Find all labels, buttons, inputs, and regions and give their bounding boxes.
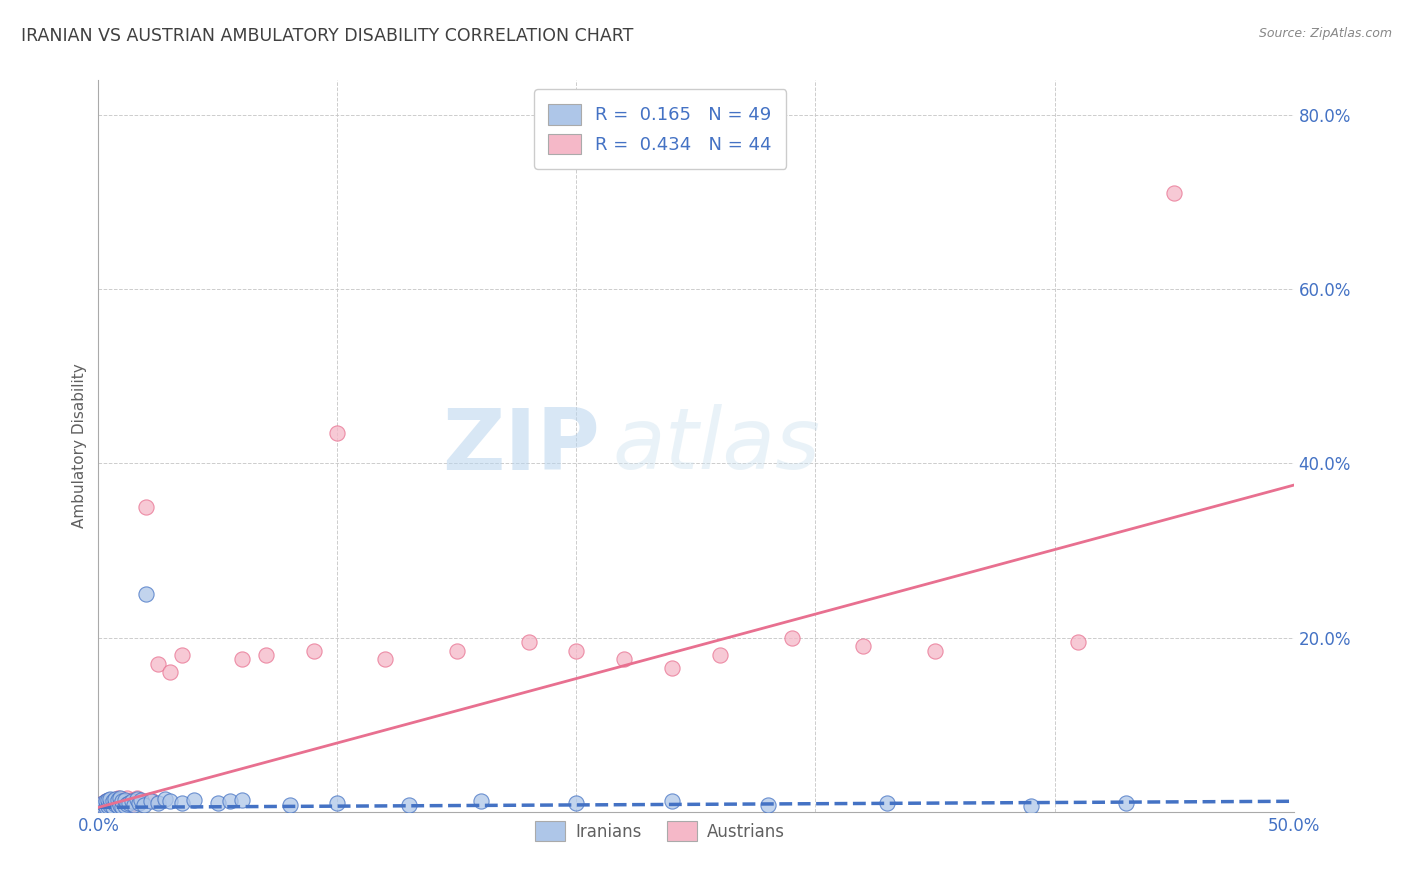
Point xyxy=(111,796,134,810)
Point xyxy=(148,796,170,810)
Point xyxy=(565,796,588,810)
Point xyxy=(108,799,131,814)
Point xyxy=(1163,186,1185,201)
Point xyxy=(374,652,396,666)
Point xyxy=(1019,798,1042,813)
Point xyxy=(135,500,157,514)
Point xyxy=(135,587,157,601)
Point xyxy=(231,792,253,806)
Point xyxy=(1067,635,1090,649)
Point xyxy=(124,797,146,812)
Point xyxy=(118,799,141,814)
Point xyxy=(155,791,177,805)
Point xyxy=(114,797,136,812)
Point xyxy=(118,796,141,810)
Point xyxy=(326,796,349,810)
Point xyxy=(470,794,492,808)
Point xyxy=(114,798,136,813)
Point xyxy=(121,793,143,807)
Point xyxy=(91,799,114,814)
Point xyxy=(661,794,683,808)
Y-axis label: Ambulatory Disability: Ambulatory Disability xyxy=(72,364,87,528)
Point xyxy=(709,648,731,662)
Point xyxy=(111,800,134,814)
Point xyxy=(108,790,131,805)
Point xyxy=(97,798,120,813)
Point xyxy=(183,793,205,807)
Point xyxy=(107,797,129,811)
Point xyxy=(398,797,420,812)
Point xyxy=(90,802,112,816)
Point xyxy=(139,792,162,806)
Point xyxy=(131,792,153,806)
Point xyxy=(104,794,127,808)
Point xyxy=(107,790,129,805)
Point xyxy=(108,797,131,812)
Point xyxy=(114,792,136,806)
Point xyxy=(94,794,117,808)
Point xyxy=(125,790,148,805)
Point xyxy=(446,643,468,657)
Point xyxy=(132,797,155,812)
Point xyxy=(207,796,229,810)
Point xyxy=(94,800,117,814)
Point xyxy=(131,794,153,808)
Text: ZIP: ZIP xyxy=(443,404,600,488)
Point xyxy=(97,798,120,813)
Point xyxy=(159,665,181,680)
Point xyxy=(104,800,127,814)
Point xyxy=(219,794,242,808)
Point xyxy=(231,652,253,666)
Point xyxy=(94,800,117,814)
Point xyxy=(91,799,114,814)
Point xyxy=(98,792,122,806)
Point xyxy=(115,790,138,805)
Point xyxy=(159,794,181,808)
Point xyxy=(302,643,325,657)
Point xyxy=(107,799,129,814)
Point xyxy=(128,796,150,810)
Point xyxy=(780,631,803,645)
Point xyxy=(565,643,588,657)
Point xyxy=(326,425,349,440)
Point xyxy=(125,791,148,805)
Point xyxy=(91,796,114,810)
Point xyxy=(90,802,112,816)
Point xyxy=(876,796,898,810)
Point xyxy=(98,797,122,812)
Point xyxy=(1115,796,1137,810)
Point xyxy=(852,640,875,654)
Point xyxy=(148,657,170,671)
Point xyxy=(924,643,946,657)
Point xyxy=(661,661,683,675)
Point xyxy=(101,794,124,808)
Point xyxy=(115,797,138,811)
Point xyxy=(124,796,146,810)
Point xyxy=(254,648,277,662)
Point xyxy=(121,794,143,808)
Point xyxy=(98,791,122,805)
Point xyxy=(172,648,194,662)
Point xyxy=(104,797,127,811)
Point xyxy=(111,793,134,807)
Point xyxy=(517,635,540,649)
Text: atlas: atlas xyxy=(613,404,820,488)
Point xyxy=(97,792,120,806)
Point xyxy=(278,797,301,812)
Point xyxy=(101,797,124,812)
Text: Source: ZipAtlas.com: Source: ZipAtlas.com xyxy=(1258,27,1392,40)
Text: IRANIAN VS AUSTRIAN AMBULATORY DISABILITY CORRELATION CHART: IRANIAN VS AUSTRIAN AMBULATORY DISABILIT… xyxy=(21,27,634,45)
Point xyxy=(139,794,162,808)
Point xyxy=(107,793,129,807)
Point xyxy=(91,796,114,810)
Point xyxy=(111,794,134,808)
Point xyxy=(104,791,127,805)
Legend: Iranians, Austrians: Iranians, Austrians xyxy=(529,814,792,847)
Point xyxy=(756,797,779,812)
Point xyxy=(613,652,636,666)
Point xyxy=(172,796,194,810)
Point xyxy=(94,794,117,808)
Point xyxy=(101,800,124,814)
Point xyxy=(98,801,122,815)
